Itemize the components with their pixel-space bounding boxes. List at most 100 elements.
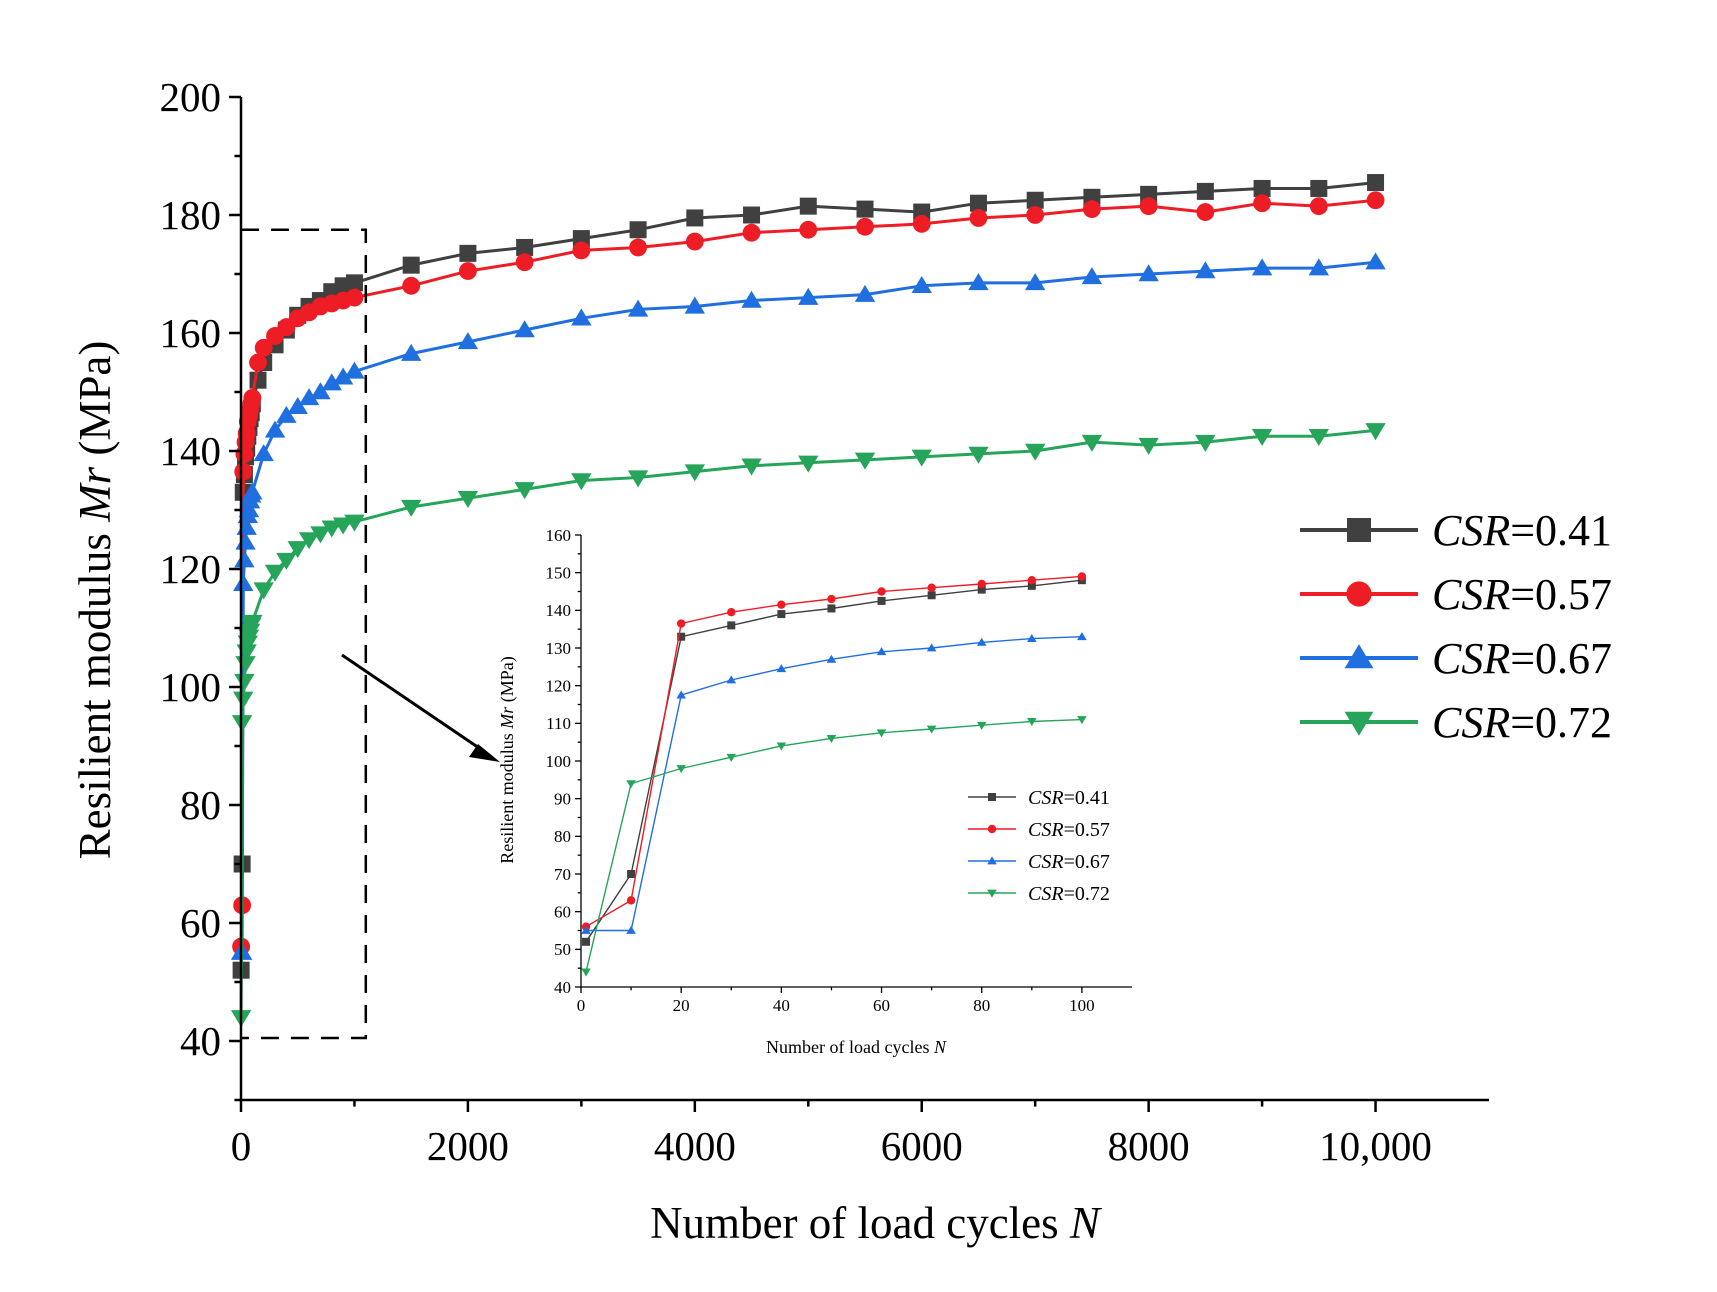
series-2-point: [457, 332, 479, 350]
legend-label-3: CSR=0.72: [1432, 698, 1612, 747]
inset-legend-label-var: CSR: [1028, 819, 1064, 841]
inset-legend-marker-3: [987, 889, 997, 898]
series-2-point: [253, 444, 274, 462]
series-0-point: [402, 256, 420, 274]
x-tick-label: 4000: [654, 1123, 736, 1169]
legend-label-var: CSR: [1432, 698, 1510, 747]
series-1-point: [1196, 203, 1215, 221]
series-0-point: [345, 274, 363, 292]
series-1-point: [515, 253, 534, 272]
inset-legend-label-3: CSR=0.72: [1028, 883, 1110, 905]
series-0-point: [249, 371, 267, 389]
inset-legend-marker-2: [987, 856, 997, 865]
inset-y-axis-title-unit: (MPa): [497, 656, 518, 702]
inset-series-3-point: [581, 968, 591, 977]
legend-label-0: CSR=0.41: [1432, 506, 1612, 555]
series-3-point: [514, 482, 535, 500]
inset-series-2-point: [876, 647, 887, 656]
legend-label-var: CSR: [1432, 506, 1510, 555]
series-3-point: [253, 582, 274, 600]
x-axis-title-var: N: [1069, 1198, 1103, 1248]
inset-legend-label-var: CSR: [1028, 851, 1064, 873]
y-tick-label: 200: [160, 74, 222, 120]
x-tick-label: 2000: [427, 1123, 509, 1169]
inset-series-2-point: [776, 664, 787, 673]
y-tick-label: 60: [180, 900, 221, 946]
inset-series-2-point: [726, 675, 737, 684]
inset-series-3-point: [776, 742, 787, 751]
series-2-point: [1308, 258, 1330, 276]
inset-legend-label-1: CSR=0.57: [1028, 819, 1110, 841]
series-0-point: [969, 194, 987, 212]
inset-y-tick-label: 80: [554, 827, 571, 846]
series-1-point: [254, 338, 273, 357]
inset-legend-label-value: =0.41: [1064, 787, 1110, 809]
inset-series-3-point: [626, 780, 636, 789]
inset-series-0-point: [877, 596, 886, 605]
series-2-point: [627, 299, 649, 317]
inset-series-1-point: [927, 583, 936, 592]
series-1-point: [234, 462, 253, 481]
series-2-point: [514, 320, 535, 338]
inset-series-0-point: [727, 621, 736, 630]
y-tick-label: 180: [160, 192, 222, 238]
series-0-point: [1253, 179, 1271, 197]
x-tick-label: 10,000: [1319, 1123, 1432, 1169]
series-3-point: [684, 464, 706, 482]
inset-y-tick-label: 60: [554, 902, 571, 921]
series-1-point: [742, 223, 761, 242]
x-tick-label: 8000: [1108, 1123, 1190, 1169]
inset-series-3-point: [1027, 718, 1037, 727]
series-0-point: [856, 200, 874, 218]
series-3-point: [298, 532, 320, 550]
inset-plot: 0 20 40 60 80 100 40 50 60 70 80 90 100 110 120 130 140 1…: [497, 523, 1148, 1087]
series-1-point: [249, 353, 267, 372]
legend-marker-3: [1344, 711, 1374, 736]
series-0-point: [459, 244, 477, 262]
x-tick-label: 6000: [881, 1123, 963, 1169]
inset-series-2-point: [926, 643, 937, 652]
inset-legend-label-2: CSR=0.67: [1028, 851, 1110, 873]
legend-label-var: CSR: [1432, 570, 1510, 619]
y-tick-label: 160: [160, 310, 222, 356]
x-axis-title: Number of load cycles N: [650, 1198, 1103, 1248]
series-3-point: [571, 473, 592, 491]
inset-series-1-point: [1077, 572, 1087, 581]
series-2-point: [1081, 267, 1103, 285]
inset-series-1-point: [727, 608, 736, 617]
legend-label-value: =0.57: [1510, 570, 1612, 619]
series-2-point: [1251, 258, 1273, 276]
series-1-point: [458, 262, 477, 280]
series-3-point: [234, 673, 255, 691]
zoom-arrow-line: [341, 653, 483, 752]
inset-series-1-point: [877, 587, 886, 596]
series-0-point: [1196, 182, 1214, 200]
inset-x-axis-title: Number of load cycles N: [766, 1037, 947, 1057]
inset-x-tick-label: 40: [773, 996, 790, 1015]
inset-series-2-point: [626, 925, 636, 934]
inset-series-1-point: [777, 600, 786, 609]
inset-series-1-point: [1027, 576, 1037, 585]
series-1-point: [345, 288, 364, 307]
y-tick-label: 100: [160, 664, 222, 710]
inset-y-tick-label: 120: [546, 676, 572, 695]
series-2-point: [1024, 273, 1046, 291]
x-axis-title-text: Number of load cycles: [650, 1198, 1059, 1248]
series-2-point: [911, 276, 932, 294]
y-axis-title-unit: (MPa): [70, 341, 120, 456]
series-2-point: [400, 343, 422, 361]
series-2-point: [332, 367, 354, 385]
inset-series-3-point: [1077, 716, 1087, 725]
series-1-point: [1082, 200, 1101, 219]
inset-legend-marker-1: [987, 824, 997, 834]
series-0-point: [516, 238, 534, 256]
inset-legend-marker-0: [988, 793, 996, 801]
legend-label-1: CSR=0.57: [1432, 570, 1612, 619]
series-3-point: [321, 520, 342, 538]
series-2-point: [242, 482, 263, 500]
series-1-point: [1139, 197, 1158, 216]
series-1-point: [629, 238, 648, 257]
series-3-point: [1024, 443, 1046, 461]
main-plot: 0 2000 4000 6000 8000 10,00040608010012014016…: [70, 74, 1612, 1248]
